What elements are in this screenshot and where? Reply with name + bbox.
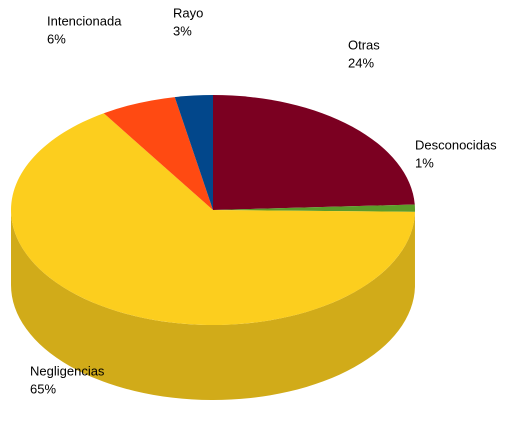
pie-slice	[11, 113, 415, 325]
pie-slice	[174, 95, 213, 210]
slice-value-label: 1%	[415, 156, 434, 171]
slice-value-label: 3%	[173, 24, 192, 39]
slice-value-label: 6%	[47, 32, 66, 47]
pie-slice	[103, 97, 213, 210]
slice-label: Otras	[348, 38, 380, 53]
slice-value-label: 24%	[348, 56, 374, 71]
pie-slice	[213, 204, 416, 212]
pie-side	[11, 210, 415, 401]
slice-label: Desconocidas	[415, 138, 497, 153]
slice-label: Rayo	[173, 6, 203, 21]
slice-label: Negligencias	[30, 364, 105, 379]
slice-label: Intencionada	[47, 14, 122, 29]
pie-slice	[213, 95, 415, 210]
slice-value-label: 65%	[30, 382, 56, 397]
